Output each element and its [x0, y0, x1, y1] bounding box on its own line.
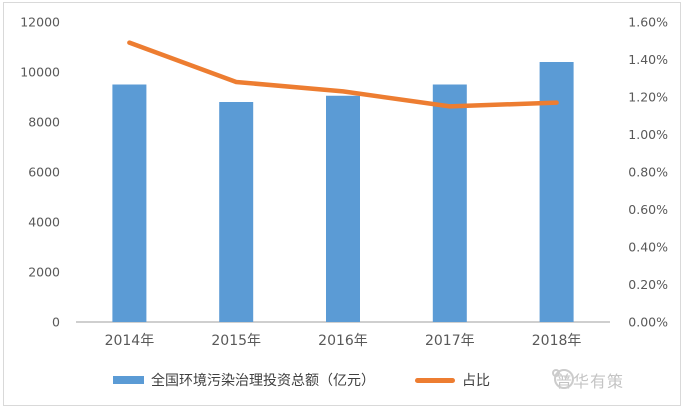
- legend-item-bars: 全国环境污染治理投资总额（亿元）: [113, 370, 375, 390]
- x-axis-category-label: 2015年: [211, 333, 261, 349]
- left-axis-tick: 6000: [28, 165, 60, 180]
- line-series: [127, 40, 559, 109]
- bar-2018年: [539, 62, 574, 322]
- x-axis-category-label: 2014年: [105, 333, 155, 349]
- x-axis-category-label: 2016年: [318, 333, 368, 349]
- bar-2015年: [219, 102, 254, 322]
- legend-line-swatch-icon: [415, 377, 455, 383]
- right-axis-tick: 1.60%: [628, 15, 668, 30]
- left-axis-tick: 4000: [28, 215, 60, 230]
- legend-bar-swatch-icon: [113, 376, 144, 384]
- legend-line-label: 占比: [462, 373, 490, 389]
- legend: 全国环境污染治理投资总额（亿元） 占比: [113, 371, 490, 389]
- left-axis-tick: 0: [52, 315, 60, 330]
- left-axis-tick: 8000: [28, 115, 60, 130]
- watermark: 普华有策: [551, 368, 624, 392]
- bar-2016年: [326, 95, 360, 322]
- x-axis-category-label: 2018年: [532, 333, 582, 349]
- right-axis-tick: 1.40%: [628, 52, 668, 67]
- legend-item-line: 占比: [375, 370, 490, 390]
- left-axis-tick: 2000: [28, 265, 60, 280]
- legend-bar-label: 全国环境污染治理投资总额（亿元）: [151, 373, 375, 389]
- x-axis-category-label: 2017年: [425, 333, 475, 349]
- left-axis-tick: 10000: [20, 65, 60, 80]
- right-axis-tick: 1.20%: [628, 90, 668, 105]
- right-axis-tick: 0.40%: [628, 240, 668, 255]
- right-axis-tick: 0.20%: [628, 277, 668, 292]
- bar-2014年: [112, 84, 147, 322]
- right-axis-tick: 0.00%: [628, 315, 668, 330]
- right-axis-tick: 1.00%: [628, 127, 668, 142]
- right-axis-tick: 0.80%: [628, 165, 668, 180]
- left-axis-tick: 12000: [20, 15, 60, 30]
- right-axis-tick: 0.60%: [628, 202, 668, 217]
- bar-2017年: [432, 84, 467, 322]
